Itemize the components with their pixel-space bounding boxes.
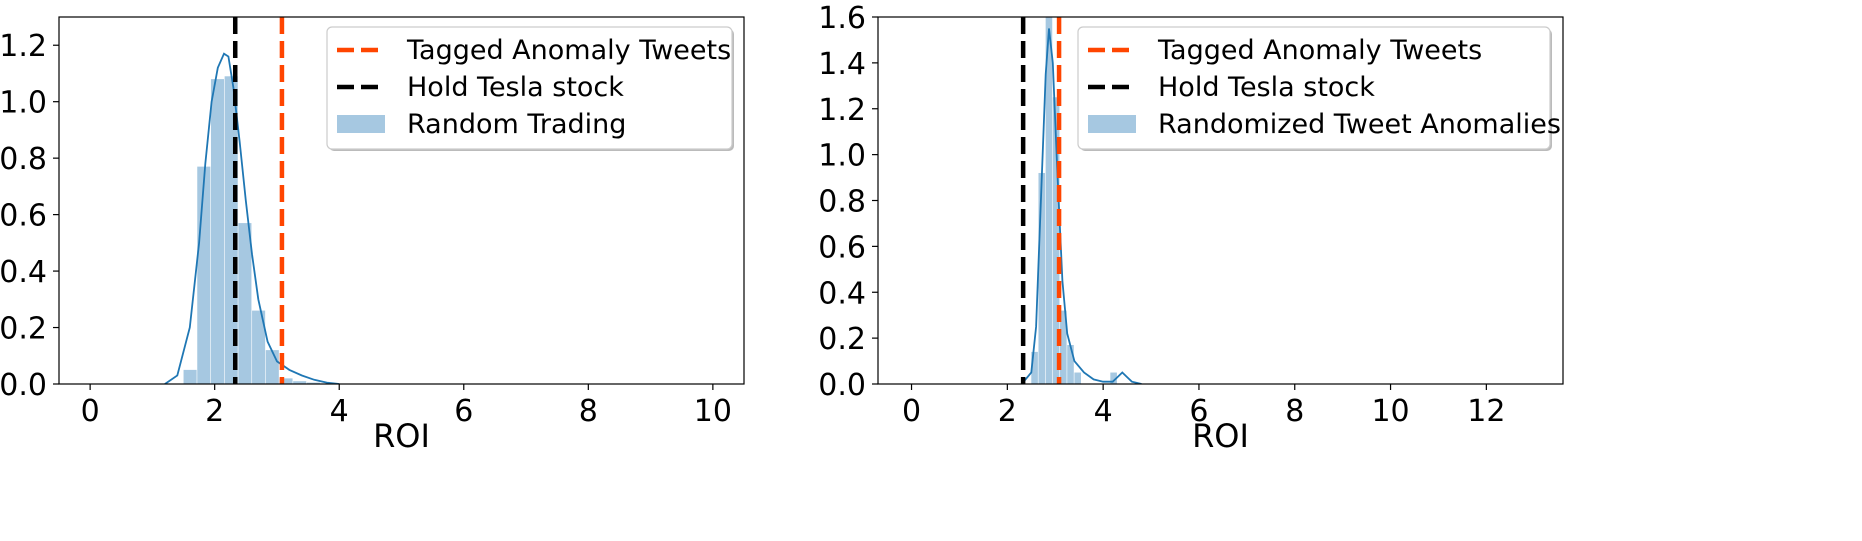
legend-label: Tagged Anomaly Tweets: [1157, 35, 1482, 66]
legend-box: [326, 26, 733, 150]
x-tick-label: 0: [81, 394, 100, 429]
plot-area: [164, 17, 340, 384]
x-tick-label: 10: [1371, 394, 1409, 429]
x-tick-label: 4: [330, 394, 349, 429]
legend: Tagged Anomaly Tweets Hold Tesla stock Ran…: [1077, 26, 1561, 151]
y-tick-label: 0.0: [0, 368, 47, 403]
x-tick-label: 4: [1094, 394, 1113, 429]
chart-random-trading: 0 2 4 6 8 10 0.0 0.2 0.4 0.6 0.8 1.0 1.2 ROI Tagged An…: [0, 16, 745, 455]
chart-randomized-tweet-anomalies: 0 2 4 6 8 10 12 0.0 0.2 0.4 0.6 0.8 1.0 1.2 1.4 1.6 ROI T…: [818, 1, 1564, 455]
legend-label: Tagged Anomaly Tweets: [406, 35, 731, 66]
histogram-bar: [1067, 345, 1074, 384]
histogram-bar: [1110, 372, 1117, 384]
x-tick-label: 12: [1467, 394, 1505, 429]
y-tick-label: 0.2: [0, 312, 47, 347]
plot-area: [1020, 17, 1142, 384]
histogram-bar: [1052, 97, 1060, 384]
y-tick-label: 1.2: [0, 29, 47, 64]
x-tick-label: 2: [998, 394, 1017, 429]
histogram-bar: [1045, 17, 1053, 384]
legend-label: Random Trading: [407, 109, 626, 140]
y-tick-label: 0.8: [818, 185, 866, 220]
legend-box: [1077, 26, 1551, 150]
histogram-bar: [252, 310, 266, 384]
legend-label: Hold Tesla stock: [407, 72, 624, 103]
x-tick-label: 0: [902, 394, 921, 429]
axes-frame: [58, 16, 745, 385]
histogram-bar: [293, 381, 307, 384]
legend-swatch-patch: [1088, 115, 1136, 133]
histogram-bar: [238, 223, 252, 384]
histogram-bar: [1038, 172, 1046, 384]
x-tick-label: 6: [1189, 394, 1208, 429]
kde-curve: [1021, 28, 1142, 384]
histogram-bar: [265, 350, 279, 384]
y-tick-label: 1.0: [0, 86, 47, 121]
x-tick-label: 6: [454, 394, 473, 429]
histogram-bar: [183, 369, 197, 384]
y-tick-label: 0.2: [818, 322, 866, 357]
legend: Tagged Anomaly Tweets Hold Tesla stock Ran…: [326, 26, 734, 151]
legend-label: Hold Tesla stock: [1158, 72, 1375, 103]
kde-curve: [164, 52, 340, 384]
x-tick-label: 2: [205, 394, 224, 429]
x-axis-label: ROI: [373, 417, 430, 455]
x-tick-label: 8: [579, 394, 598, 429]
histogram-bar: [197, 166, 211, 384]
histogram-bar: [210, 79, 225, 384]
y-tick-label: 1.0: [818, 139, 866, 174]
histogram-bar: [1031, 351, 1038, 384]
legend-label: Randomized Tweet Anomalies: [1158, 109, 1561, 140]
x-tick-label: 10: [694, 394, 732, 429]
histogram-bar: [1060, 310, 1067, 384]
histogram-bar: [1074, 372, 1081, 384]
y-tick-label: 0.0: [818, 368, 866, 403]
y-tick-label: 0.8: [0, 142, 47, 177]
x-tick-label: 8: [1285, 394, 1304, 429]
y-tick-label: 0.6: [0, 199, 47, 234]
histogram-bar: [279, 378, 293, 384]
histogram-bar: [306, 382, 320, 384]
y-tick-label: 1.4: [818, 47, 866, 82]
legend-swatch-patch: [337, 115, 385, 133]
y-tick-label: 0.6: [818, 230, 866, 265]
y-tick-label: 1.6: [818, 1, 866, 36]
y-tick-label: 0.4: [818, 276, 866, 311]
y-tick-label: 0.4: [0, 255, 47, 290]
x-axis-label: ROI: [1192, 417, 1249, 455]
y-tick-label: 1.2: [818, 93, 866, 128]
